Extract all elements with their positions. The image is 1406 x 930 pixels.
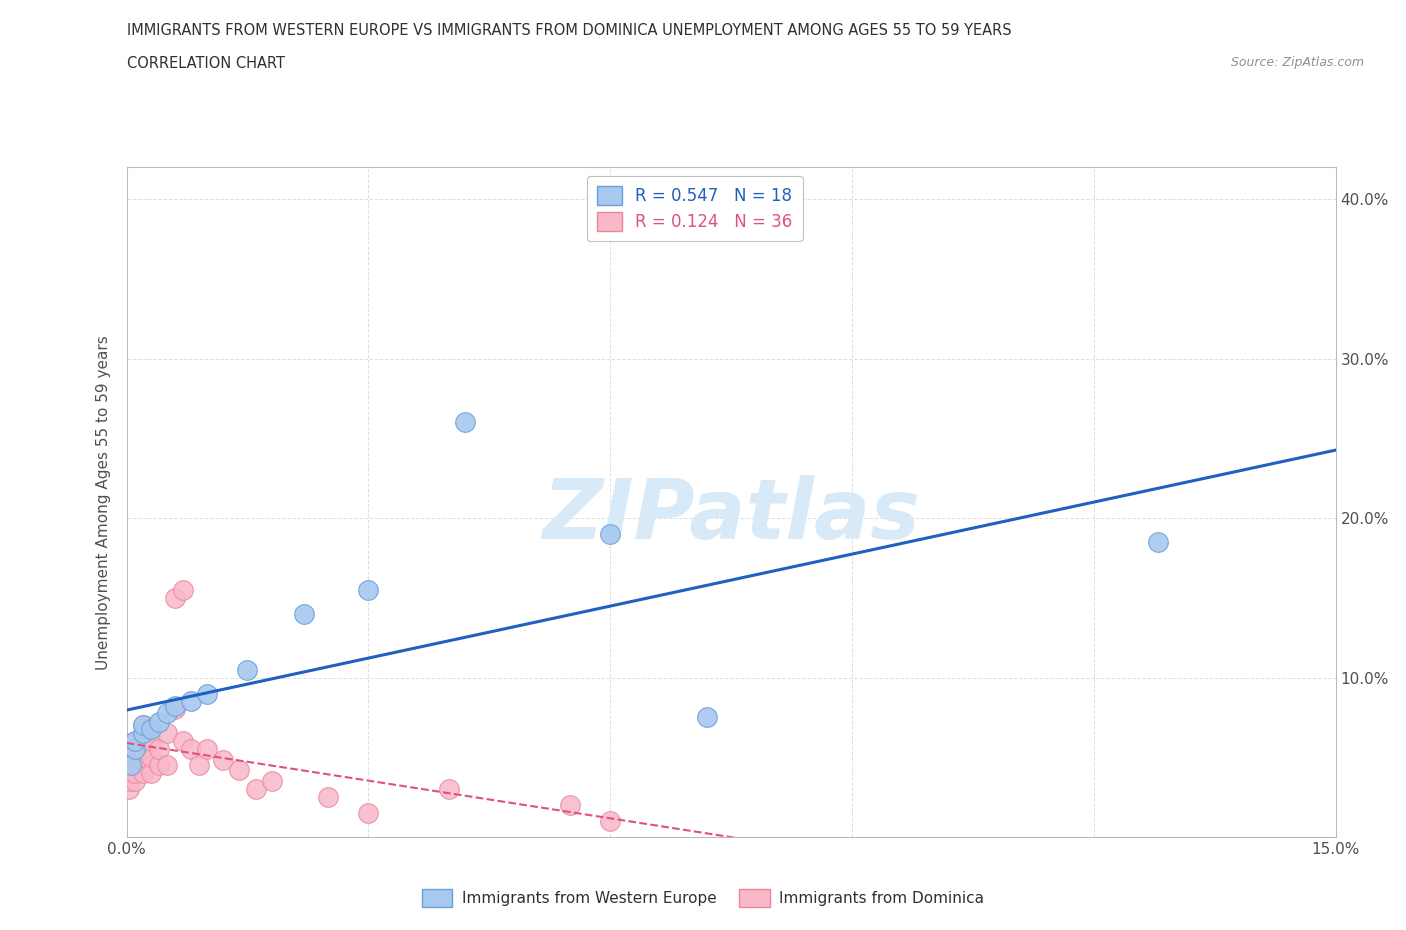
Point <box>172 734 194 749</box>
Point <box>316 790 339 804</box>
Point <box>148 742 170 757</box>
Text: IMMIGRANTS FROM WESTERN EUROPE VS IMMIGRANTS FROM DOMINICA UNEMPLOYMENT AMONG AG: IMMIGRANTS FROM WESTERN EUROPE VS IMMIGR… <box>127 23 1011 38</box>
Point <box>163 698 186 713</box>
Point <box>148 715 170 730</box>
Point <box>139 750 162 764</box>
Point <box>163 591 186 605</box>
Point <box>148 758 170 773</box>
Point <box>599 526 621 541</box>
Point <box>124 734 146 749</box>
Text: CORRELATION CHART: CORRELATION CHART <box>127 56 284 71</box>
Point <box>124 774 146 789</box>
Point <box>124 742 146 757</box>
Point <box>292 606 315 621</box>
Point <box>124 750 146 764</box>
Text: Source: ZipAtlas.com: Source: ZipAtlas.com <box>1230 56 1364 69</box>
Point <box>139 721 162 736</box>
Point <box>156 705 179 720</box>
Point <box>599 814 621 829</box>
Point <box>131 718 153 733</box>
Point <box>437 782 460 797</box>
Point <box>124 742 146 757</box>
Point <box>195 686 218 701</box>
Point <box>163 702 186 717</box>
Point <box>156 758 179 773</box>
Point <box>454 415 477 430</box>
Point <box>188 758 211 773</box>
Legend: R = 0.547   N = 18, R = 0.124   N = 36: R = 0.547 N = 18, R = 0.124 N = 36 <box>588 176 803 241</box>
Legend: Immigrants from Western Europe, Immigrants from Dominica: Immigrants from Western Europe, Immigran… <box>416 884 990 913</box>
Point <box>124 765 146 780</box>
Point <box>195 742 218 757</box>
Point <box>260 774 283 789</box>
Point <box>139 734 162 749</box>
Point <box>245 782 267 797</box>
Point <box>131 718 153 733</box>
Point <box>139 765 162 780</box>
Point <box>124 734 146 749</box>
Point <box>357 805 380 820</box>
Point <box>357 582 380 597</box>
Point <box>236 662 259 677</box>
Point <box>120 758 142 773</box>
Point <box>156 726 179 741</box>
Point <box>120 765 142 780</box>
Point <box>212 753 235 768</box>
Point <box>172 582 194 597</box>
Text: ZIPatlas: ZIPatlas <box>543 475 920 556</box>
Point <box>696 710 718 724</box>
Point <box>118 782 141 797</box>
Point <box>558 798 581 813</box>
Point <box>131 726 153 741</box>
Point <box>131 742 153 757</box>
Point <box>131 734 153 749</box>
Y-axis label: Unemployment Among Ages 55 to 59 years: Unemployment Among Ages 55 to 59 years <box>96 335 111 670</box>
Point <box>131 765 153 780</box>
Point <box>180 742 202 757</box>
Point <box>131 750 153 764</box>
Point <box>180 694 202 709</box>
Point <box>228 763 250 777</box>
Point <box>118 774 141 789</box>
Point <box>1147 535 1170 550</box>
